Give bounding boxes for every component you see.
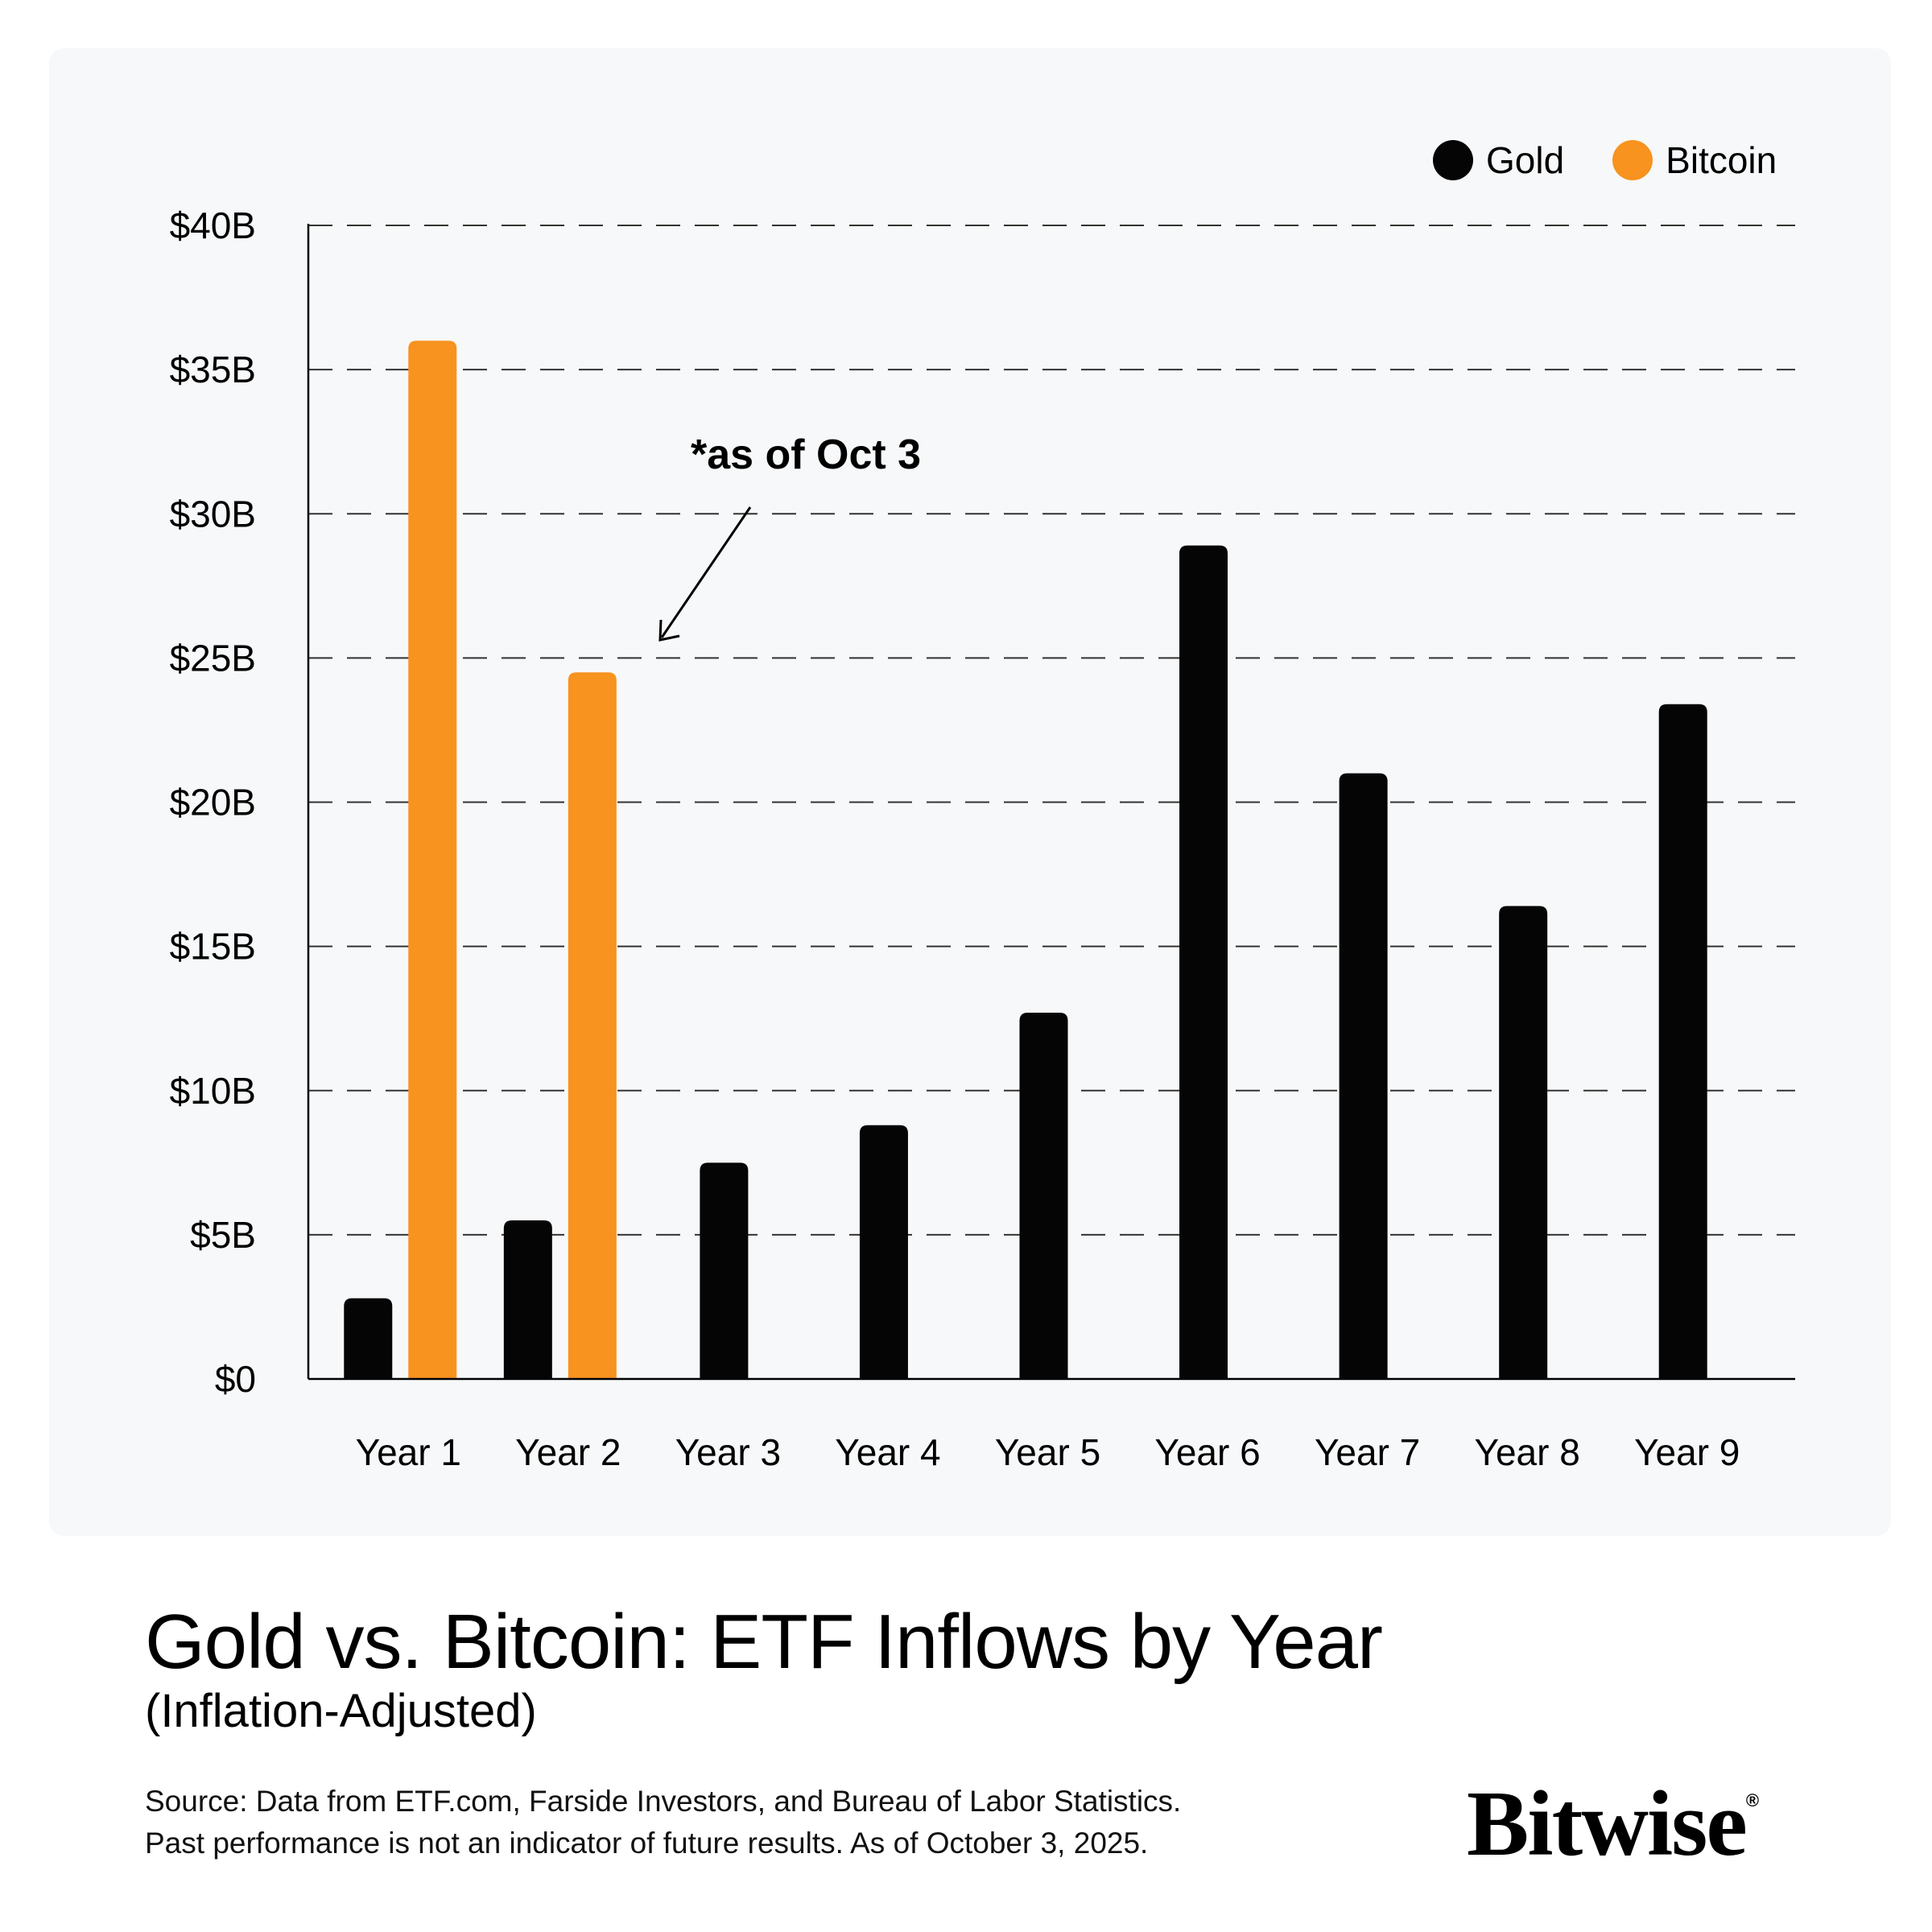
y-tick-label: $0 — [215, 1358, 256, 1400]
source-line-1: Source: Data from ETF.com, Farside Inves… — [145, 1785, 1182, 1818]
chart-title: Gold vs. Bitcoin: ETF Inflows by Year — [145, 1599, 1383, 1685]
legend-item-gold: Gold — [1433, 138, 1564, 182]
y-tick-label: $40B — [170, 204, 256, 246]
source-line-2: Past performance is not an indicator of … — [145, 1827, 1149, 1860]
legend-label-gold: Gold — [1486, 139, 1565, 181]
x-tick-label: Year 1 — [356, 1431, 461, 1473]
bar-gold — [1019, 1013, 1068, 1379]
x-tick-label: Year 8 — [1475, 1431, 1580, 1473]
x-tick-label: Year 3 — [675, 1431, 781, 1473]
x-tick-label: Year 2 — [515, 1431, 621, 1473]
legend-label-bitcoin: Bitcoin — [1666, 139, 1777, 181]
legend-dot-bitcoin — [1612, 140, 1653, 180]
bar-gold — [1499, 906, 1548, 1379]
y-tick-label: $10B — [170, 1070, 256, 1112]
legend-dot-gold — [1433, 140, 1473, 180]
bar-bitcoin — [408, 341, 457, 1379]
bar-bitcoin — [568, 672, 617, 1379]
registered-mark: ® — [1745, 1790, 1760, 1810]
y-tick-label: $15B — [170, 926, 256, 968]
y-tick-label: $35B — [170, 349, 256, 390]
chart-card — [49, 48, 1891, 1536]
source-note: Source: Data from ETF.com, Farside Inves… — [145, 1781, 1181, 1864]
bar-gold — [1339, 773, 1388, 1379]
bar-gold — [700, 1162, 749, 1379]
x-tick-label: Year 7 — [1315, 1431, 1420, 1473]
legend: Gold Bitcoin — [1433, 138, 1777, 182]
y-tick-label: $30B — [170, 493, 256, 535]
x-tick-label: Year 9 — [1634, 1431, 1740, 1473]
annotation-arrow — [660, 506, 752, 638]
bar-gold — [1179, 545, 1228, 1379]
annotation-label: *as of Oct 3 — [691, 431, 921, 478]
x-tick-label: Year 4 — [835, 1431, 940, 1473]
bar-gold — [1658, 704, 1707, 1379]
chart-subtitle: (Inflation-Adjusted) — [145, 1685, 537, 1737]
logo-text: Bitwise — [1467, 1773, 1748, 1876]
x-tick-label: Year 5 — [995, 1431, 1100, 1473]
annotation-arrowhead — [658, 619, 680, 642]
y-tick-label: $25B — [170, 637, 256, 679]
bar-gold — [859, 1125, 908, 1379]
bar-gold — [503, 1220, 552, 1379]
x-tick-label: Year 6 — [1154, 1431, 1260, 1473]
legend-item-bitcoin: Bitcoin — [1612, 138, 1777, 182]
bar-chart: $0 $5B $10B $15B $20B $25B $30B $35B $40B Year 1 Y… — [170, 204, 1795, 1473]
y-tick-label: $20B — [170, 782, 256, 824]
bitwise-logo: Bitwise® — [1467, 1771, 1759, 1878]
bar-gold — [344, 1298, 393, 1379]
y-tick-label: $5B — [190, 1214, 256, 1256]
